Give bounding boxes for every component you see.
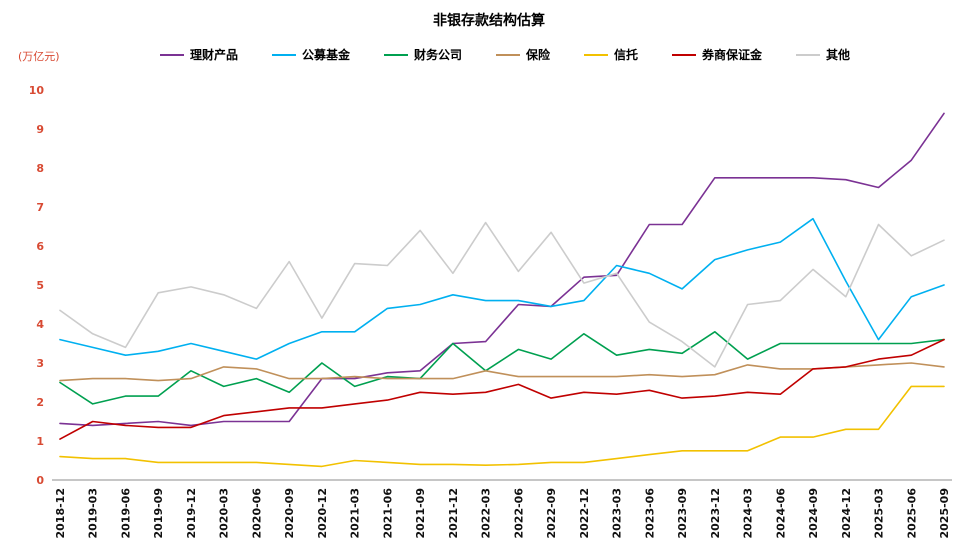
y-axis-tick-label: 4 (36, 318, 44, 331)
legend-item: 财务公司 (383, 46, 462, 63)
x-axis-tick-label: 2021-06 (381, 488, 394, 539)
plot-area: 0 1 2 3 4 5 6 7 8 9 10 2018-12 2019-03 2019-06 2019-09… (29, 84, 952, 539)
y-axis-tick-label: 3 (36, 357, 44, 370)
legend-label: 券商保证金 (702, 48, 763, 62)
legend-label: 公募基金 (301, 48, 350, 62)
legend-swatch (159, 53, 184, 56)
x-axis-tick-label: 2021-03 (349, 488, 362, 539)
x-axis-tick-label: 2019-09 (152, 488, 165, 539)
series-line-保险 (59, 362, 945, 382)
x-axis-tick-label: 2022-09 (545, 488, 558, 539)
x-axis-tick-label: 2022-03 (480, 488, 493, 539)
y-axis-tick-label: 10 (29, 84, 45, 97)
x-axis-tick-label: 2019-03 (87, 488, 100, 539)
y-axis-tick-label: 6 (36, 240, 44, 253)
legend-item: 保险 (495, 46, 550, 63)
x-axis-tick-label: 2024-03 (742, 488, 755, 539)
y-axis-tick-label: 2 (36, 396, 44, 409)
x-axis-tick-label: 2020-12 (316, 488, 329, 539)
y-axis-tick-label: 0 (36, 474, 44, 487)
legend-label: 其他 (826, 48, 851, 62)
x-axis-tick-label: 2024-09 (807, 488, 820, 539)
legend-item: 其他 (796, 46, 850, 63)
legend-label: 理财产品 (189, 48, 238, 62)
x-axis-tick-label: 2025-06 (905, 488, 918, 539)
x-axis-tick-label: 2020-06 (250, 488, 263, 539)
y-axis-unit-label: (万亿元) (18, 50, 60, 63)
x-axis-tick-label: 2025-03 (873, 488, 886, 539)
x-axis-tick-label: 2020-09 (283, 488, 296, 539)
legend-swatch (584, 53, 608, 56)
legend-item: 理财产品 (159, 46, 238, 63)
y-axis-tick-label: 1 (36, 435, 44, 448)
series-line-理财产品 (59, 112, 945, 427)
x-axis-tick-label: 2024-06 (774, 488, 787, 539)
legend-swatch (495, 53, 520, 56)
x-axis-tick-label: 2022-06 (512, 488, 525, 539)
x-axis-tick-label: 2018-12 (54, 488, 67, 539)
legend-swatch (672, 53, 697, 56)
x-axis-tick-label: 2025-09 (938, 488, 951, 539)
series-line-券商保证金 (59, 338, 945, 440)
x-axis-tick-label: 2019-12 (185, 488, 198, 539)
legend: 理财产品 公募基金 财务公司 保险 信托 券商保证金 其他 (90, 46, 920, 63)
x-axis-tick-label: 2023-12 (709, 488, 722, 539)
x-axis-tick-label: 2021-12 (447, 488, 460, 539)
x-axis-tick-label: 2019-06 (119, 488, 132, 539)
legend-swatch (271, 53, 296, 56)
x-axis-tick-label: 2022-12 (578, 488, 591, 539)
legend-item: 信托 (584, 46, 638, 63)
x-axis-tick-label: 2021-09 (414, 488, 427, 539)
legend-label: 保险 (525, 48, 550, 62)
y-axis-tick-label: 8 (36, 162, 44, 175)
chart-title: 非银存款结构估算 (433, 13, 545, 29)
y-axis-tick-label: 5 (36, 279, 44, 292)
legend-label: 信托 (614, 48, 639, 62)
series-line-公募基金 (59, 217, 945, 360)
legend-swatch (796, 53, 821, 56)
legend-item: 券商保证金 (672, 46, 762, 63)
x-axis-tick-label: 2024-12 (840, 488, 853, 539)
legend-label: 财务公司 (413, 48, 462, 62)
legend-swatch (383, 53, 408, 56)
series-line-其他 (59, 221, 945, 368)
y-axis-tick-label: 7 (36, 201, 44, 214)
x-axis-tick-label: 2023-09 (676, 488, 689, 539)
series-line-信托 (59, 385, 945, 468)
x-axis-tick-label: 2023-03 (611, 488, 624, 539)
series-line-财务公司 (59, 331, 945, 405)
legend-item: 公募基金 (271, 46, 350, 63)
x-axis-tick-label: 2020-03 (218, 488, 231, 539)
x-axis-tick-label: 2023-06 (643, 488, 656, 539)
y-axis-tick-label: 9 (36, 123, 44, 136)
